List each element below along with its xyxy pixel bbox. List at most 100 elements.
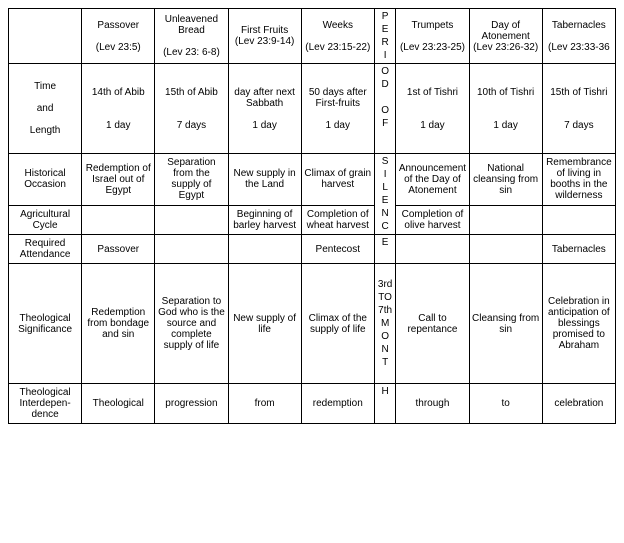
cell: Climax of grain harvest xyxy=(301,154,374,206)
cell: New supply of life xyxy=(228,264,301,384)
label-agricultural: Agricultural Cycle xyxy=(9,205,82,234)
cell xyxy=(155,205,228,234)
cell: celebration xyxy=(542,384,615,424)
feast-name: Trumpets xyxy=(398,20,466,31)
cell xyxy=(469,205,542,234)
cell xyxy=(469,235,542,264)
header-passover: Passover (Lev 23:5) xyxy=(82,9,155,64)
cell: Redemption of Israel out of Egypt xyxy=(82,154,155,206)
cell: Celebration in anticipation of blessings… xyxy=(542,264,615,384)
cell-time-trumpets: 1st of Tishri 1 day xyxy=(396,64,469,154)
row-agricultural: Agricultural Cycle Beginning of barley h… xyxy=(9,205,616,234)
cell-text: 1st of Tishri xyxy=(398,87,466,98)
cell: Call to repentance xyxy=(396,264,469,384)
cell-text: 1 day xyxy=(84,120,152,131)
period-col-seg2: OD OF xyxy=(374,64,396,154)
label-text: Length xyxy=(11,125,79,136)
feast-ref: (Lev 23: 6-8) xyxy=(157,47,225,58)
cell: Climax of the supply of life xyxy=(301,264,374,384)
cell-text: 1 day xyxy=(472,120,540,131)
cell: through xyxy=(396,384,469,424)
cell-text: 1 day xyxy=(304,120,372,131)
feast-name: Day of Atonement xyxy=(472,20,540,42)
cell xyxy=(396,235,469,264)
row-time: Time and Length 14th of Abib 1 day 15th … xyxy=(9,64,616,154)
row-interdep: Theological Interdepen-dence Theological… xyxy=(9,384,616,424)
header-row: Passover (Lev 23:5) Unleavened Bread (Le… xyxy=(9,9,616,64)
feast-ref: (Lev 23:33-36 xyxy=(545,42,613,53)
period-col-seg3: SILENC xyxy=(374,154,396,235)
header-blank xyxy=(9,9,82,64)
cell: Completion of olive harvest xyxy=(396,205,469,234)
cell: Redemption from bondage and sin xyxy=(82,264,155,384)
cell: Beginning of barley harvest xyxy=(228,205,301,234)
cell-text: 50 days after First-fruits xyxy=(304,87,372,109)
period-col-seg1: PERI xyxy=(374,9,396,64)
period-col-seg5: 3rdTO7thMONT xyxy=(374,264,396,384)
cell xyxy=(542,205,615,234)
cell: Passover xyxy=(82,235,155,264)
feast-ref: (Lev 23:23-25) xyxy=(398,42,466,53)
header-tabernacles: Tabernacles (Lev 23:33-36 xyxy=(542,9,615,64)
cell: Remembrance of living in booths in the w… xyxy=(542,154,615,206)
cell: Separation from the supply of Egypt xyxy=(155,154,228,206)
feast-name: Weeks xyxy=(304,20,372,31)
label-theological: Theological Significance xyxy=(9,264,82,384)
cell-time-firstfruits: day after next Sabbath 1 day xyxy=(228,64,301,154)
cell-text: 1 day xyxy=(398,120,466,131)
feast-name: Unleavened Bread xyxy=(157,14,225,36)
feast-name: Passover xyxy=(84,20,152,31)
feast-name: Tabernacles xyxy=(545,20,613,31)
cell-text: 15th of Tishri xyxy=(545,87,613,98)
cell: National cleansing from sin xyxy=(469,154,542,206)
cell: Pentecost xyxy=(301,235,374,264)
cell xyxy=(155,235,228,264)
cell: Cleansing from sin xyxy=(469,264,542,384)
cell-text: 10th of Tishri xyxy=(472,87,540,98)
cell: to xyxy=(469,384,542,424)
cell-time-passover: 14th of Abib 1 day xyxy=(82,64,155,154)
cell-text: 7 days xyxy=(545,120,613,131)
cell xyxy=(228,235,301,264)
row-required: Required Attendance Passover Pentecost E… xyxy=(9,235,616,264)
cell: from xyxy=(228,384,301,424)
cell-time-atonement: 10th of Tishri 1 day xyxy=(469,64,542,154)
label-interdep: Theological Interdepen-dence xyxy=(9,384,82,424)
cell: redemption xyxy=(301,384,374,424)
cell-time-tabernacles: 15th of Tishri 7 days xyxy=(542,64,615,154)
cell: Separation to God who is the source and … xyxy=(155,264,228,384)
row-historical: Historical Occasion Redemption of Israel… xyxy=(9,154,616,206)
header-unleavened: Unleavened Bread (Lev 23: 6-8) xyxy=(155,9,228,64)
cell: progression xyxy=(155,384,228,424)
feasts-table: Passover (Lev 23:5) Unleavened Bread (Le… xyxy=(8,8,616,424)
row-theological: Theological Significance Redemption from… xyxy=(9,264,616,384)
feast-name: First Fruits xyxy=(231,25,299,36)
cell-text: 7 days xyxy=(157,120,225,131)
label-text: and xyxy=(11,103,79,114)
header-firstfruits: First Fruits (Lev 23:9-14) xyxy=(228,9,301,64)
feast-ref: (Lev 23:26-32) xyxy=(472,42,540,53)
period-col-seg6: H xyxy=(374,384,396,424)
cell xyxy=(82,205,155,234)
header-weeks: Weeks (Lev 23:15-22) xyxy=(301,9,374,64)
feast-ref: (Lev 23:15-22) xyxy=(304,42,372,53)
feast-ref: (Lev 23:5) xyxy=(84,42,152,53)
cell-text: 15th of Abib xyxy=(157,87,225,98)
cell: New supply in the Land xyxy=(228,154,301,206)
cell-time-unleavened: 15th of Abib 7 days xyxy=(155,64,228,154)
cell-text: 1 day xyxy=(231,120,299,131)
cell: Completion of wheat harvest xyxy=(301,205,374,234)
period-col-seg4: E xyxy=(374,235,396,264)
label-required: Required Attendance xyxy=(9,235,82,264)
feast-ref: (Lev 23:9-14) xyxy=(231,36,299,47)
cell: Theological xyxy=(82,384,155,424)
cell: Tabernacles xyxy=(542,235,615,264)
cell-text: 14th of Abib xyxy=(84,87,152,98)
label-historical: Historical Occasion xyxy=(9,154,82,206)
header-atonement: Day of Atonement (Lev 23:26-32) xyxy=(469,9,542,64)
label-text: Time xyxy=(11,81,79,92)
cell: Announcement of the Day of Atonement xyxy=(396,154,469,206)
label-time: Time and Length xyxy=(9,64,82,154)
cell-time-weeks: 50 days after First-fruits 1 day xyxy=(301,64,374,154)
cell-text: day after next Sabbath xyxy=(231,87,299,109)
